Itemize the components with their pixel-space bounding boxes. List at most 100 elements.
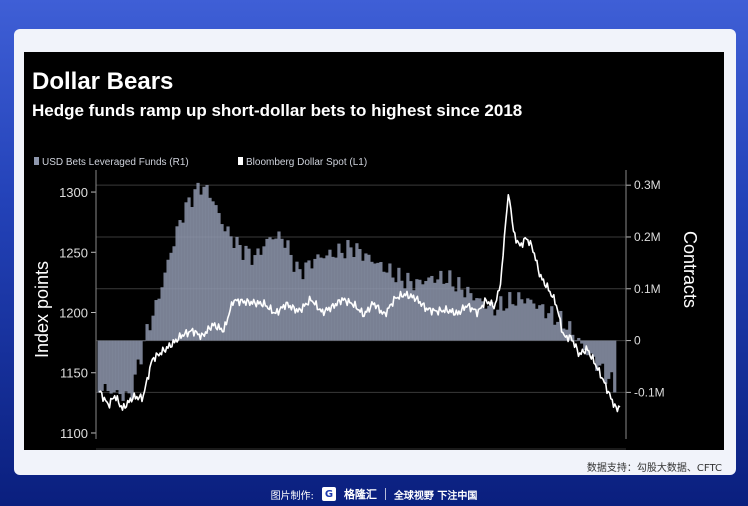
bar-usd-bets bbox=[184, 202, 188, 341]
bar-usd-bets bbox=[397, 267, 401, 341]
bar-usd-bets bbox=[475, 298, 479, 341]
bar-usd-bets bbox=[163, 272, 167, 341]
bar-usd-bets bbox=[115, 340, 119, 391]
legend-label-bars: USD Bets Leveraged Funds (R1) bbox=[42, 157, 189, 168]
bar-usd-bets bbox=[298, 269, 302, 341]
bar-usd-bets bbox=[436, 279, 440, 341]
bar-usd-bets bbox=[481, 301, 485, 341]
bar-usd-bets bbox=[373, 263, 377, 341]
bar-usd-bets bbox=[238, 245, 242, 341]
bar-usd-bets bbox=[328, 249, 332, 341]
left-axis-tick-label: 1250 bbox=[59, 245, 88, 260]
bar-usd-bets bbox=[202, 186, 206, 341]
bar-usd-bets bbox=[304, 262, 308, 341]
right-axis-tick-label: 0.2M bbox=[634, 230, 661, 244]
bar-usd-bets bbox=[520, 299, 524, 341]
bar-usd-bets bbox=[103, 340, 107, 384]
bar-usd-bets bbox=[529, 299, 533, 341]
bar-usd-bets bbox=[385, 272, 389, 341]
bar-usd-bets bbox=[571, 334, 575, 341]
bar-usd-bets bbox=[598, 340, 602, 366]
left-axis-tick-label: 1150 bbox=[60, 366, 88, 381]
bar-usd-bets bbox=[556, 321, 560, 341]
bar-usd-bets bbox=[112, 340, 116, 393]
bar-usd-bets bbox=[259, 254, 263, 341]
bar-usd-bets bbox=[367, 254, 371, 341]
bar-usd-bets bbox=[175, 226, 179, 341]
right-axis-title: Contracts bbox=[680, 231, 700, 308]
bar-usd-bets bbox=[148, 330, 152, 341]
bar-usd-bets bbox=[391, 277, 395, 341]
bar-usd-bets bbox=[496, 309, 500, 341]
bar-usd-bets bbox=[439, 270, 443, 341]
bar-usd-bets bbox=[349, 247, 353, 341]
legend-label-line: Bloomberg Dollar Spot (L1) bbox=[246, 157, 367, 168]
bar-usd-bets bbox=[262, 246, 266, 341]
bar-usd-bets bbox=[313, 258, 317, 341]
brand-slogan: 全球视野 下注中国 bbox=[393, 490, 478, 502]
bar-usd-bets bbox=[409, 281, 413, 341]
bar-usd-bets bbox=[592, 340, 596, 357]
footer-divider bbox=[384, 488, 386, 500]
bar-usd-bets bbox=[361, 260, 365, 341]
bar-usd-bets bbox=[124, 340, 128, 392]
bar-usd-bets bbox=[415, 279, 419, 341]
bar-usd-bets bbox=[487, 305, 491, 341]
bar-usd-bets bbox=[472, 300, 476, 341]
bar-usd-bets bbox=[613, 340, 617, 393]
right-axis-tick-label: 0.1M bbox=[634, 282, 661, 296]
bar-usd-bets bbox=[568, 321, 572, 341]
bar-usd-bets bbox=[190, 207, 194, 341]
bar-usd-bets bbox=[457, 277, 461, 341]
bar-usd-bets bbox=[400, 280, 404, 341]
bar-usd-bets bbox=[199, 194, 203, 341]
bar-usd-bets bbox=[154, 300, 158, 341]
bar-usd-bets bbox=[586, 340, 590, 356]
brand-logo-icon: G bbox=[321, 487, 336, 501]
bar-usd-bets bbox=[223, 231, 227, 341]
bar-usd-bets bbox=[469, 293, 473, 341]
bar-usd-bets bbox=[607, 340, 611, 379]
bar-usd-bets bbox=[211, 201, 215, 341]
bar-usd-bets bbox=[205, 185, 209, 341]
bar-usd-bets bbox=[280, 238, 284, 341]
bar-usd-bets bbox=[133, 340, 137, 375]
bar-usd-bets bbox=[274, 238, 278, 341]
bar-usd-bets bbox=[100, 340, 104, 391]
bar-usd-bets bbox=[403, 288, 407, 341]
bar-usd-bets bbox=[235, 236, 239, 341]
bar-usd-bets bbox=[379, 262, 383, 341]
bar-usd-bets bbox=[106, 340, 110, 392]
bar-usd-bets bbox=[463, 297, 467, 341]
bar-usd-bets bbox=[610, 340, 614, 373]
chart-subtitle: Hedge funds ramp up short-dollar bets to… bbox=[32, 101, 522, 120]
bar-usd-bets bbox=[109, 340, 113, 394]
legend-swatch-line bbox=[238, 157, 243, 165]
bar-usd-bets bbox=[541, 304, 545, 341]
bar-usd-bets bbox=[514, 305, 518, 341]
bar-usd-bets bbox=[376, 262, 380, 341]
bar-usd-bets bbox=[271, 239, 275, 341]
bar-usd-bets bbox=[319, 257, 323, 341]
bar-usd-bets bbox=[310, 268, 314, 341]
bar-usd-bets bbox=[283, 247, 287, 341]
bar-usd-bets bbox=[172, 246, 176, 341]
bar-usd-bets bbox=[136, 340, 140, 360]
chart-title: Dollar Bears bbox=[32, 68, 173, 95]
bar-usd-bets bbox=[418, 279, 422, 341]
bar-usd-bets bbox=[388, 263, 392, 341]
bar-usd-bets bbox=[601, 340, 605, 364]
bar-usd-bets bbox=[130, 340, 134, 400]
bar-usd-bets bbox=[346, 240, 350, 341]
bar-usd-bets bbox=[247, 248, 251, 341]
bar-usd-bets bbox=[493, 315, 497, 341]
made-by-label: 图片制作: bbox=[270, 490, 314, 502]
bar-usd-bets bbox=[289, 254, 293, 341]
bar-usd-bets bbox=[166, 259, 170, 341]
bar-usd-bets bbox=[538, 305, 542, 341]
legend-swatch-bars bbox=[34, 157, 39, 165]
bar-usd-bets bbox=[208, 197, 212, 341]
bar-usd-bets bbox=[244, 245, 248, 341]
bar-usd-bets bbox=[187, 197, 191, 341]
bar-usd-bets bbox=[340, 252, 344, 341]
